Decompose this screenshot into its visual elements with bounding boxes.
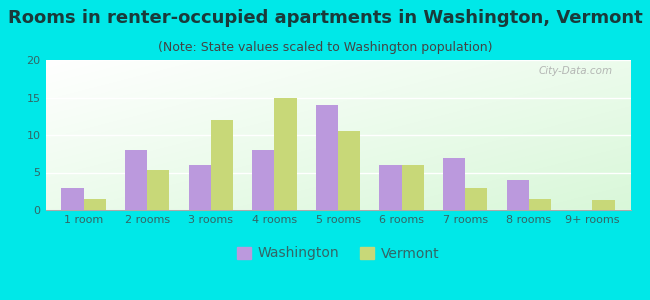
Bar [338, 131, 360, 210]
Text: City-Data.com: City-Data.com [539, 66, 613, 76]
Bar [443, 158, 465, 210]
Bar [211, 120, 233, 210]
Bar [316, 105, 338, 210]
Bar [188, 165, 211, 210]
Legend: Washington, Vermont: Washington, Vermont [231, 241, 445, 266]
Bar [252, 150, 274, 210]
Bar [402, 165, 424, 210]
Bar [84, 199, 106, 210]
Bar [274, 98, 296, 210]
Bar [380, 165, 402, 210]
Bar [465, 188, 488, 210]
Bar [148, 170, 170, 210]
Text: Rooms in renter-occupied apartments in Washington, Vermont: Rooms in renter-occupied apartments in W… [8, 9, 642, 27]
Bar [528, 199, 551, 210]
Bar [592, 200, 615, 210]
Bar [61, 188, 84, 210]
Bar [125, 150, 148, 210]
Text: (Note: State values scaled to Washington population): (Note: State values scaled to Washington… [158, 40, 492, 53]
Bar [506, 180, 528, 210]
